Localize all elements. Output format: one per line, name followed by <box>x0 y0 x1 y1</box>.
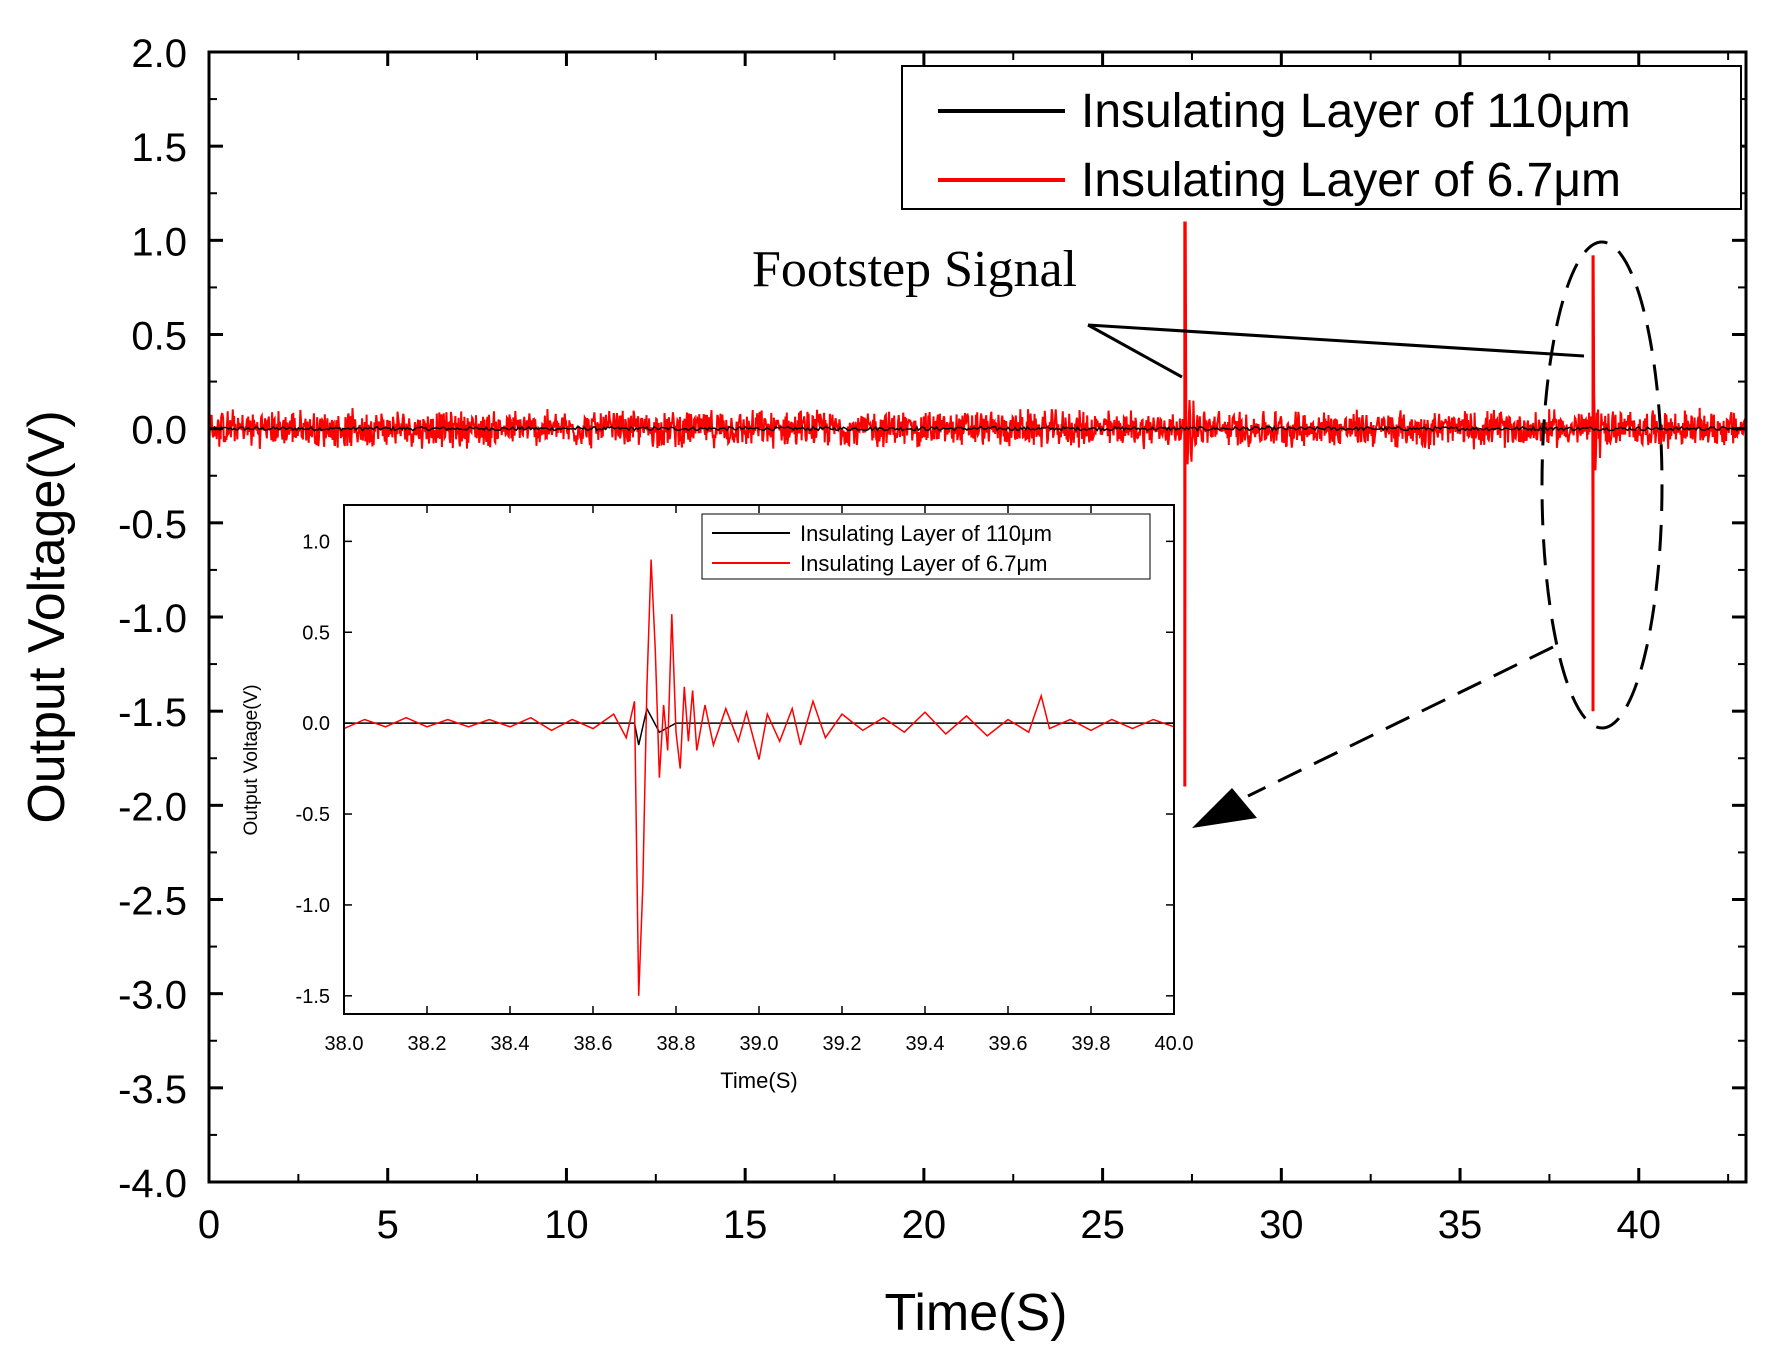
inset-y-tick-label: 0.0 <box>302 713 330 735</box>
pointer-line-second-spike <box>1087 323 1585 358</box>
main-legend-label-6-7: Insulating Layer of 6.7μm <box>1081 154 1621 207</box>
inset-x-tick-label: 40.0 <box>1155 1033 1194 1055</box>
main-line-6-7 <box>208 221 1747 787</box>
inset-legend: Insulating Layer of 110μm Insulating Lay… <box>701 513 1151 580</box>
main-y-axis-label: Output Voltage(V) <box>18 410 76 823</box>
main-y-tick-label: -2.0 <box>118 785 187 829</box>
annotation-pointer-lines <box>1087 323 1585 379</box>
main-legend-label-110: Insulating Layer of 110μm <box>1081 85 1631 138</box>
main-x-tick-label: 10 <box>544 1203 589 1247</box>
inset-y-tick-label: -1.0 <box>296 895 330 917</box>
inset-y-axis-label: Output Voltage(V) <box>241 684 262 835</box>
main-x-tick-label: 0 <box>198 1203 220 1247</box>
main-legend: Insulating Layer of 110μm Insulating Lay… <box>901 65 1742 210</box>
inset-line-6-7 <box>343 559 1175 996</box>
inset-x-tick-label: 39.6 <box>989 1033 1028 1055</box>
pointer-line-first-spike <box>1087 323 1183 379</box>
main-line-110 <box>208 425 1747 433</box>
inset-y-tick-label: 1.0 <box>302 531 330 553</box>
main-y-tick-label: -1.5 <box>118 691 187 735</box>
zoom-arrow-head <box>1192 788 1257 828</box>
main-x-tick-label: 30 <box>1259 1203 1304 1247</box>
main-x-tick-label: 5 <box>377 1203 399 1247</box>
inset-series-red <box>343 559 1175 996</box>
inset-y-tick-label: -1.5 <box>296 986 330 1008</box>
main-series-red <box>208 221 1747 787</box>
main-x-tick-label: 15 <box>723 1203 768 1247</box>
inset-x-tick-label: 38.6 <box>574 1033 613 1055</box>
inset-x-tick-label: 38.8 <box>657 1033 696 1055</box>
inset-x-tick-label: 38.0 <box>325 1033 364 1055</box>
inset-x-tick-label: 38.2 <box>408 1033 447 1055</box>
inset-x-tick-label: 39.8 <box>1072 1033 1111 1055</box>
footstep-signal-annotation: Footstep Signal <box>752 241 1077 298</box>
inset-y-tick-label: -0.5 <box>296 804 330 826</box>
main-x-tick-label: 25 <box>1080 1203 1125 1247</box>
inset-legend-label-110: Insulating Layer of 110μm <box>800 521 1052 546</box>
inset-y-ticks: 1.0 0.5 0.0 -0.5 -1.0 -1.5 <box>296 531 1174 1008</box>
inset-legend-label-6-7: Insulating Layer of 6.7μm <box>800 551 1047 576</box>
inset-x-tick-label: 39.0 <box>740 1033 779 1055</box>
main-y-tick-label: -4.0 <box>118 1162 187 1206</box>
highlight-ellipse <box>1540 240 1664 730</box>
main-y-tick-label: 1.5 <box>131 126 187 170</box>
main-x-tick-label: 35 <box>1438 1203 1483 1247</box>
main-y-tick-label: -0.5 <box>118 503 187 547</box>
main-y-tick-label: -3.0 <box>118 974 187 1018</box>
main-x-tick-label: 20 <box>902 1203 947 1247</box>
main-y-tick-label: -1.0 <box>118 597 187 641</box>
inset-x-tick-label: 39.2 <box>823 1033 862 1055</box>
main-legend-box <box>901 65 1742 210</box>
zoom-arrow-line <box>1247 645 1554 798</box>
inset-y-tick-label: 0.5 <box>302 622 330 644</box>
main-y-tick-label: -2.5 <box>118 880 187 924</box>
main-chart: 2.0 1.5 1.0 0.5 0.0 -0.5 -1.0 -1.5 -2.0 -2.5 -3.0 -… <box>18 32 1748 1342</box>
inset-x-tick-label: 38.4 <box>491 1033 530 1055</box>
main-series-black <box>208 425 1747 433</box>
main-x-ticks: 0 5 10 15 20 25 30 35 40 <box>198 52 1730 1247</box>
main-y-tick-label: 1.0 <box>131 220 187 264</box>
main-y-ticks: 2.0 1.5 1.0 0.5 0.0 -0.5 -1.0 -1.5 -2.0 -2.5 -3.0 -… <box>118 32 1746 1206</box>
main-y-tick-label: -3.5 <box>118 1068 187 1112</box>
main-x-tick-label: 40 <box>1617 1203 1662 1247</box>
main-y-tick-label: 0.5 <box>131 315 187 359</box>
main-x-axis-label: Time(S) <box>885 1284 1068 1342</box>
main-y-tick-label: 0.0 <box>131 409 187 453</box>
inset-chart: 1.00.50.0-0.5-1.0-1.5 38.0 38.2 38.4 38.6 38… <box>241 504 1194 1093</box>
inset-legend-box <box>701 513 1151 580</box>
inset-x-ticks: 38.0 38.2 38.4 38.6 38.8 39.0 39.2 39.4 39.6 39.8… <box>325 505 1194 1055</box>
main-y-tick-label: 2.0 <box>131 32 187 76</box>
inset-x-tick-label: 39.4 <box>906 1033 945 1055</box>
inset-x-axis-label: Time(S) <box>720 1068 797 1093</box>
